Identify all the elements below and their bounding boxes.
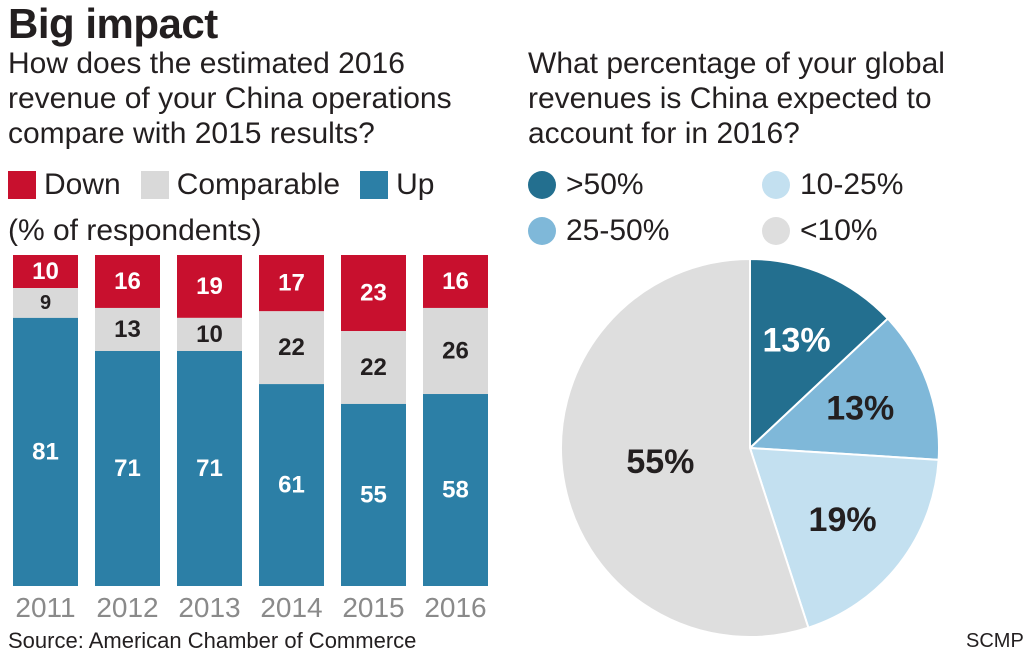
bar-question-line-2: revenue of your China operations <box>8 82 452 115</box>
bar-value-label-comparable-2016: 26 <box>442 337 469 364</box>
pie-legend-label-10-25: 10-25% <box>800 168 904 201</box>
bar-value-label-up-2014: 61 <box>278 472 305 499</box>
bar-segment-comparable-2012 <box>95 307 160 351</box>
x-tick-label-2011: 2011 <box>15 592 75 623</box>
bar-legend: Down Comparable Up <box>8 168 454 202</box>
bar-segment-comparable-2015 <box>341 331 406 404</box>
bar-value-label-down-2011: 10 <box>32 258 59 285</box>
bar-segment-down-2015 <box>341 255 406 332</box>
bar-question-line-1: How does the estimated 2016 <box>8 47 405 80</box>
pie-legend-label-25-50: 25-50% <box>566 214 670 247</box>
pie-legend-dot-25-50 <box>528 217 556 245</box>
pie-slice-lt10 <box>560 257 810 638</box>
legend-label-up: Up <box>396 168 435 201</box>
bar-segment-comparable-2014 <box>259 311 324 385</box>
pie-legend-dot-10-25 <box>762 171 790 199</box>
bar-value-label-comparable-2012: 13 <box>114 316 141 343</box>
x-tick-label-2015: 2015 <box>342 592 404 623</box>
pie-value-label-10-25: 19% <box>809 501 877 539</box>
pie-slice-gt50 <box>749 257 890 451</box>
pie-slice-10-25 <box>748 446 940 630</box>
legend-item-down: Down <box>8 168 121 202</box>
x-tick-label-2016: 2016 <box>424 592 486 623</box>
bar-segment-down-2012 <box>95 255 160 308</box>
x-tick-label-2013: 2013 <box>178 592 240 623</box>
bar-value-label-comparable-2015: 22 <box>360 354 387 381</box>
bar-value-label-up-2015: 55 <box>360 481 387 508</box>
pie-question-line-1: What percentage of your global <box>528 47 945 80</box>
legend-swatch-down <box>8 171 36 199</box>
bar-segment-down-2011 <box>13 255 78 289</box>
bar-segment-up-2013 <box>177 350 242 586</box>
legend-item-up: Up <box>360 168 434 202</box>
x-tick-label-2012: 2012 <box>96 592 158 623</box>
credit-label: SCMP <box>966 630 1024 652</box>
bar-value-label-comparable-2011: 9 <box>40 292 51 314</box>
legend-label-down: Down <box>44 168 121 201</box>
bar-segment-up-2012 <box>95 350 160 586</box>
pie-legend-gt50: >50% <box>528 168 644 202</box>
bar-value-label-comparable-2013: 10 <box>196 321 223 348</box>
bar-segment-up-2016 <box>423 394 488 586</box>
pie-value-label-gt50: 13% <box>763 321 831 359</box>
pie-legend-dot-gt50 <box>528 171 556 199</box>
pie-value-label-lt10: 55% <box>626 443 694 481</box>
bar-question-line-3: compare with 2015 results? <box>8 117 375 150</box>
bar-segment-down-2016 <box>423 255 488 308</box>
bar-chart-question: How does the estimated 2016 revenue of y… <box>8 46 508 151</box>
bar-value-label-down-2015: 23 <box>360 280 387 307</box>
bar-segment-up-2014 <box>259 384 324 586</box>
pie-question-line-3: account for in 2016? <box>528 117 800 150</box>
stacked-bar-chart: 10 9 81 2011 16 13 71 2012 19 10 71 2013 17 22 61 2014 2… <box>13 255 488 623</box>
pie-legend-10-25: 10-25% <box>762 168 903 202</box>
pie-legend-dot-lt10 <box>762 217 790 245</box>
pie-question-line-2: revenues is China expected to <box>528 82 932 115</box>
pie-chart-question: What percentage of your global revenues … <box>528 46 1008 151</box>
legend-swatch-up <box>360 171 389 199</box>
bar-segment-comparable-2016 <box>423 307 488 395</box>
pie-slice-25-50 <box>747 317 940 461</box>
bar-segment-comparable-2011 <box>13 288 78 318</box>
source-note: Source: American Chamber of Commerce <box>8 628 417 653</box>
bar-segment-down-2014 <box>259 255 324 312</box>
bar-value-label-down-2016: 16 <box>442 268 469 295</box>
bar-value-label-down-2012: 16 <box>114 268 141 295</box>
page-title: Big impact <box>8 0 218 47</box>
bar-value-label-down-2013: 19 <box>196 273 223 300</box>
pie-legend-label-lt10: <10% <box>800 214 878 247</box>
pie-value-label-25-50: 13% <box>826 389 894 427</box>
bar-unit-label: (% of respondents) <box>8 214 262 247</box>
bar-value-label-up-2013: 71 <box>196 455 223 482</box>
legend-item-comparable: Comparable <box>140 168 341 202</box>
pie-legend-25-50: 25-50% <box>528 214 669 248</box>
bar-value-label-up-2012: 71 <box>114 455 141 482</box>
pie-chart: 13% 13% 19% 55% <box>560 257 940 638</box>
legend-swatch-comparable <box>140 171 169 199</box>
bar-value-label-down-2014: 17 <box>278 270 305 297</box>
bar-value-label-up-2011: 81 <box>32 438 59 465</box>
pie-legend-lt10: <10% <box>762 214 878 248</box>
bar-value-label-comparable-2014: 22 <box>278 334 305 361</box>
bar-segment-up-2015 <box>341 403 406 586</box>
bar-segment-up-2011 <box>13 317 78 586</box>
x-tick-label-2014: 2014 <box>260 592 322 623</box>
pie-legend-label-gt50: >50% <box>566 168 644 201</box>
bar-value-label-up-2016: 58 <box>442 477 469 504</box>
bar-segment-comparable-2013 <box>177 317 242 351</box>
legend-label-comparable: Comparable <box>176 168 341 201</box>
bar-segment-down-2013 <box>177 255 242 318</box>
